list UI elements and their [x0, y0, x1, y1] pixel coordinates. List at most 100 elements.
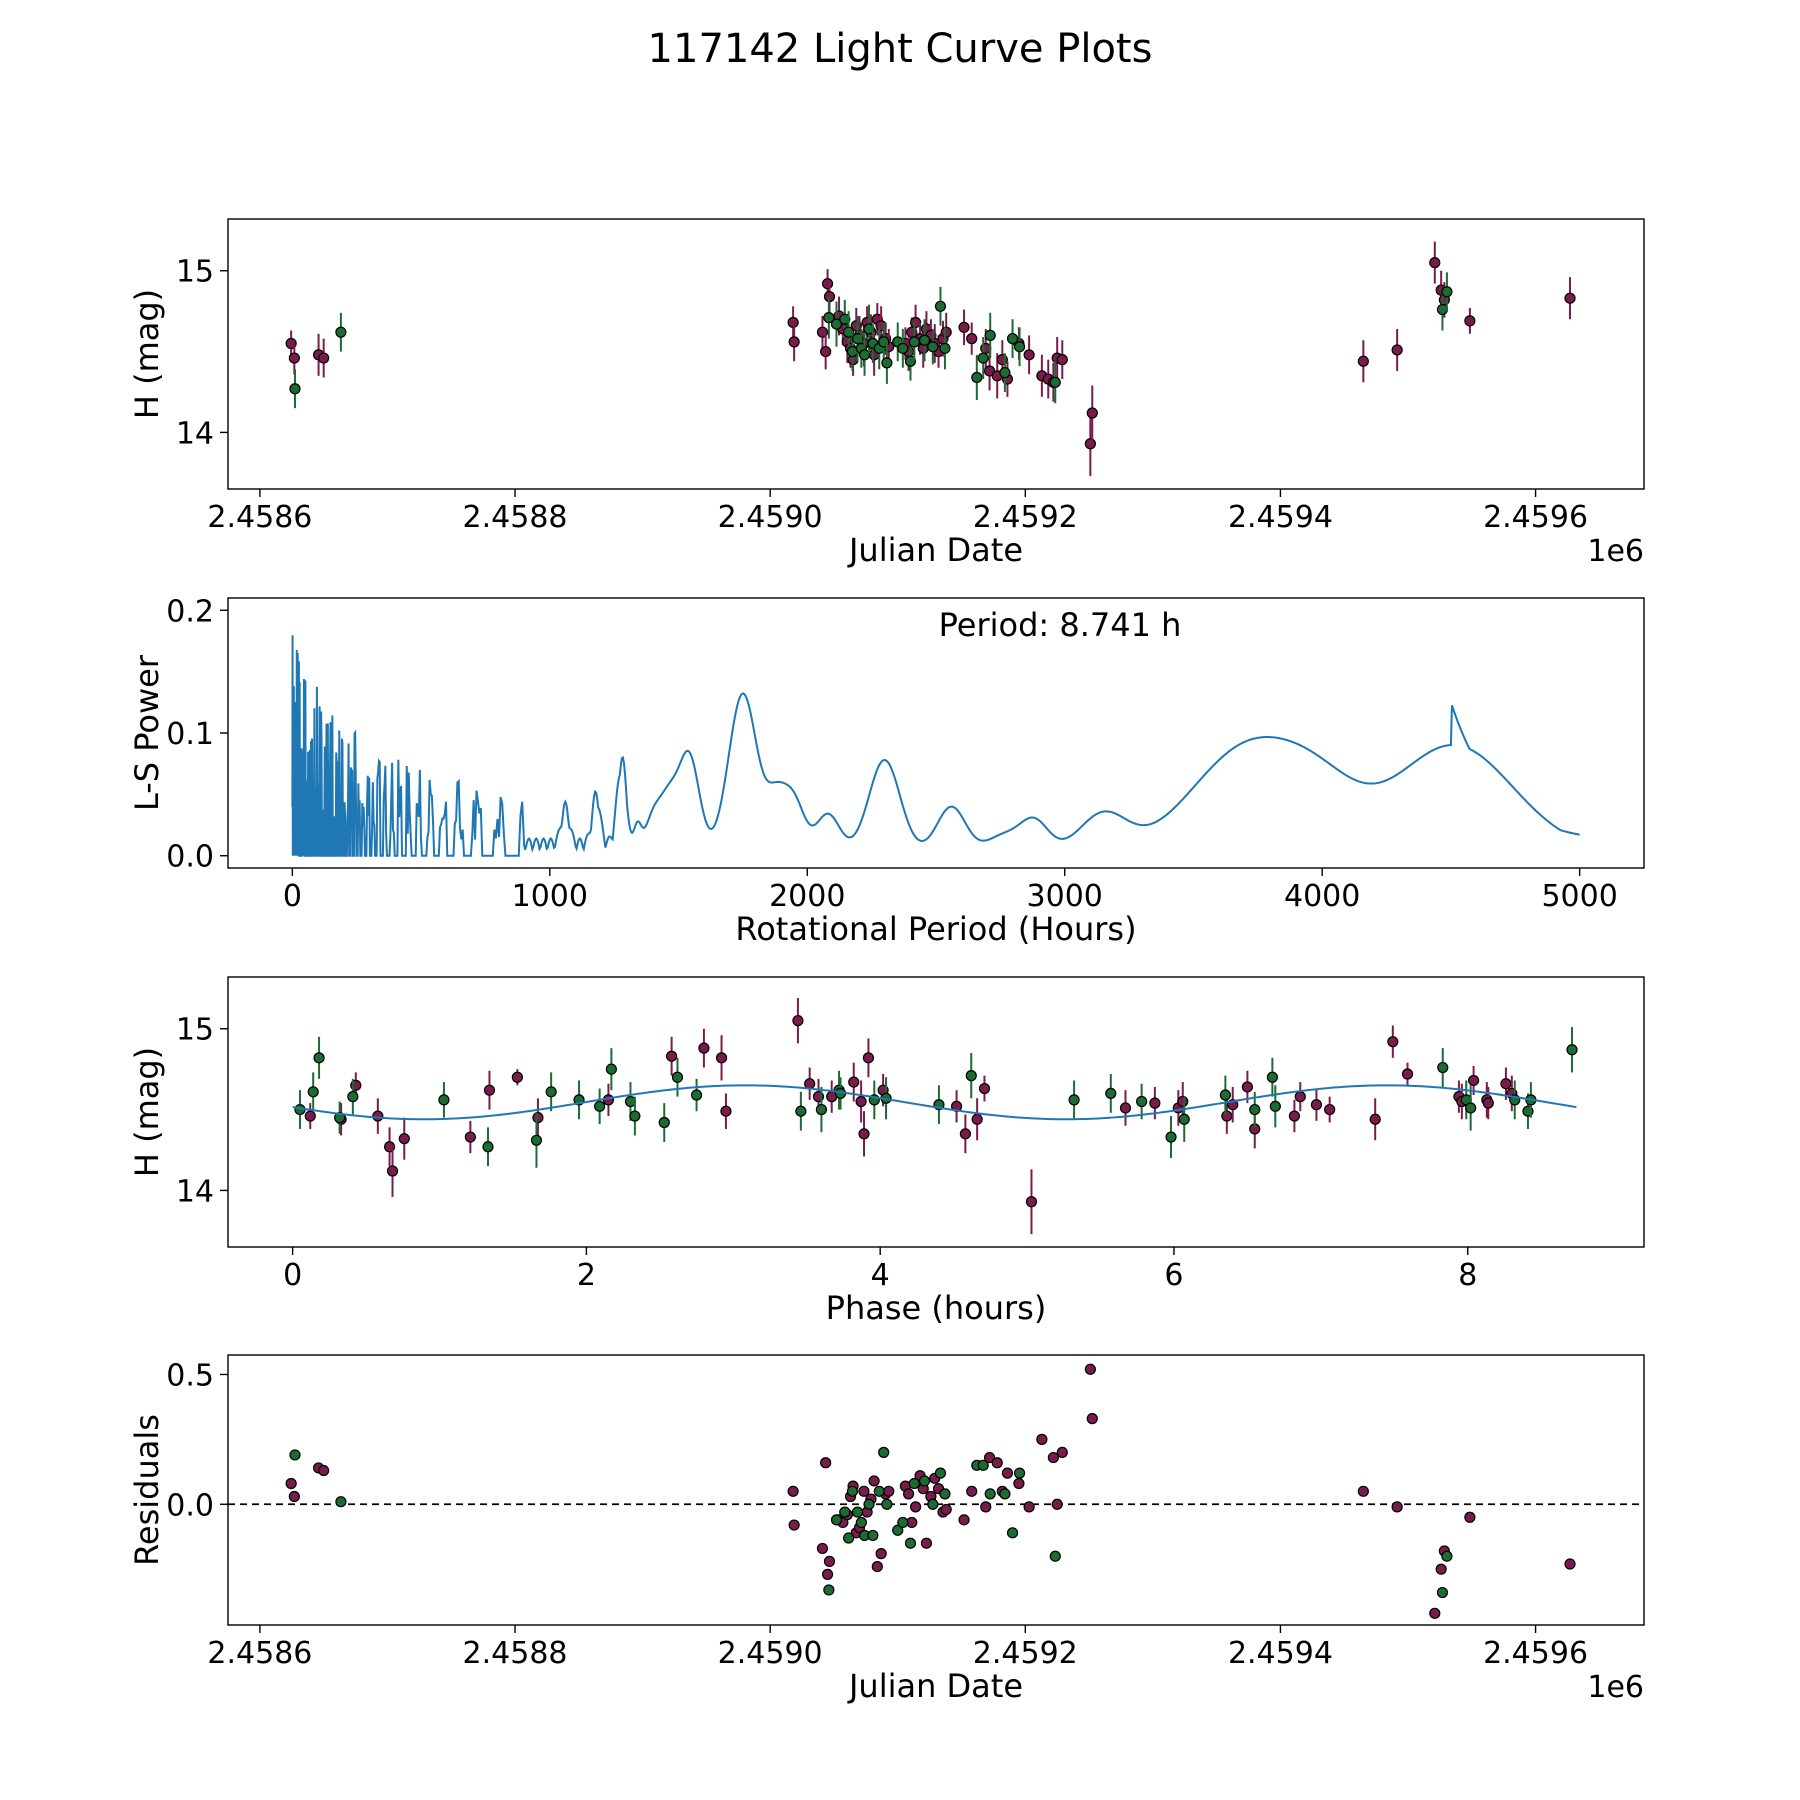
lightcurve-point — [858, 349, 871, 361]
residuals-point — [1056, 1446, 1068, 1458]
phase-point — [1241, 1081, 1254, 1093]
phase-point — [530, 1134, 543, 1146]
residuals-point — [318, 1464, 330, 1477]
residuals-point — [1006, 1527, 1019, 1539]
phase-point — [545, 1086, 557, 1098]
phase-point — [1269, 1100, 1281, 1112]
phase-point — [1025, 1196, 1038, 1208]
residuals-point — [871, 1560, 883, 1573]
residuals-point — [1441, 1550, 1453, 1562]
residuals-point — [1047, 1451, 1059, 1464]
phase-point — [848, 1076, 860, 1088]
lightcurve-point — [289, 383, 301, 395]
lightcurve-point — [821, 278, 834, 290]
phase-point — [386, 1165, 399, 1177]
phase-xtick-label: 4 — [871, 1258, 890, 1293]
lightcurve-xtick-label: 2.4592 — [973, 500, 1078, 535]
residuals-point — [1357, 1485, 1369, 1497]
phase-point — [1149, 1097, 1161, 1109]
residuals-point — [939, 1488, 951, 1500]
phase-point — [1482, 1097, 1494, 1109]
lightcurve-point — [1006, 333, 1019, 345]
residuals-point — [788, 1519, 800, 1531]
residuals-xlabel: Julian Date — [847, 1667, 1023, 1705]
phase-point — [1294, 1091, 1306, 1103]
residuals-point — [1051, 1498, 1063, 1510]
phase-point — [307, 1086, 319, 1098]
lightcurve-xtick-label: 2.4590 — [718, 500, 823, 535]
phase-point — [971, 1113, 983, 1125]
phase-axes: 0 2 4 6 8 14 15 Phase (hours) H (mag) — [128, 1013, 1477, 1327]
lightcurve-point — [1391, 344, 1403, 356]
lightcurve-frame — [227, 218, 1645, 490]
lightcurve-points — [285, 241, 1576, 477]
lightcurve-point — [820, 345, 832, 358]
phase-point — [482, 1141, 494, 1153]
phase-point — [690, 1089, 703, 1101]
residuals-point — [863, 1498, 875, 1510]
lightcurve-point — [851, 333, 864, 345]
residuals-point — [892, 1524, 904, 1536]
phase-xtick-label: 8 — [1458, 1258, 1477, 1293]
residuals-point — [1013, 1477, 1025, 1490]
lightcurve-point — [839, 313, 851, 325]
lightcurve-point — [863, 323, 875, 335]
phase-xtick-label: 6 — [1164, 1258, 1183, 1293]
residuals-point — [858, 1485, 870, 1497]
residuals-point — [816, 1542, 829, 1555]
residuals-point — [908, 1477, 920, 1490]
phase-point — [858, 1128, 870, 1140]
residuals-point — [999, 1488, 1011, 1500]
residuals-point — [1036, 1433, 1048, 1445]
lightcurve-point — [1441, 286, 1453, 298]
residuals-point — [984, 1488, 996, 1500]
phase-point — [372, 1110, 384, 1122]
lightcurve-point — [843, 326, 855, 338]
periodogram-xtick-label: 5000 — [1541, 879, 1617, 914]
residuals-point — [934, 1467, 947, 1479]
phase-point — [1177, 1095, 1189, 1108]
periodogram-xtick-label: 0 — [283, 879, 302, 914]
phase-point — [666, 1050, 678, 1062]
lightcurve-axes: 2.4586 2.4588 2.4590 2.4592 2.4594 2.4596 14 15… — [128, 255, 1644, 569]
phase-point — [1165, 1131, 1177, 1143]
lightcurve-point — [288, 352, 300, 364]
residuals-point — [1436, 1586, 1449, 1599]
residuals-point — [285, 1477, 297, 1490]
residuals-point — [1023, 1501, 1035, 1513]
lightcurve-point — [787, 316, 799, 329]
phase-point — [1566, 1044, 1578, 1056]
lightcurve-point — [1013, 341, 1026, 353]
phase-point — [1500, 1078, 1512, 1090]
residuals-point — [881, 1498, 893, 1510]
periodogram-frame — [227, 597, 1645, 869]
phase-point — [334, 1112, 346, 1124]
residuals-point — [830, 1514, 843, 1526]
phase-point — [792, 1015, 804, 1027]
lightcurve-point — [318, 352, 330, 364]
residuals-point — [1086, 1413, 1098, 1425]
residuals-point — [904, 1537, 917, 1549]
periodogram-axes: 0 1000 2000 3000 4000 5000 0.0 0.1 0.2 Rotational… — [128, 594, 1618, 948]
phase-point — [1266, 1071, 1278, 1083]
residuals-xtick-label: 2.4596 — [1483, 1636, 1588, 1671]
residuals-point — [289, 1449, 301, 1461]
lightcurve-point — [1023, 349, 1035, 361]
residuals-point — [909, 1501, 922, 1513]
phase-point — [398, 1133, 410, 1145]
phase-point — [720, 1105, 732, 1117]
phase-points — [294, 998, 1578, 1235]
lightcurve-point — [1564, 292, 1576, 304]
residuals-point — [958, 1514, 970, 1526]
residuals-point — [1084, 1363, 1096, 1375]
phase-point — [594, 1100, 606, 1112]
residuals-point — [868, 1475, 880, 1487]
lightcurve-point — [927, 341, 939, 353]
phase-point — [483, 1084, 496, 1096]
residuals-ytick-label: 0.5 — [166, 1358, 214, 1393]
periodogram-xtick-label: 1000 — [512, 879, 588, 914]
residuals-point — [977, 1459, 989, 1471]
lightcurve-ytick-label: 15 — [176, 255, 214, 290]
phase-point — [1288, 1110, 1301, 1122]
